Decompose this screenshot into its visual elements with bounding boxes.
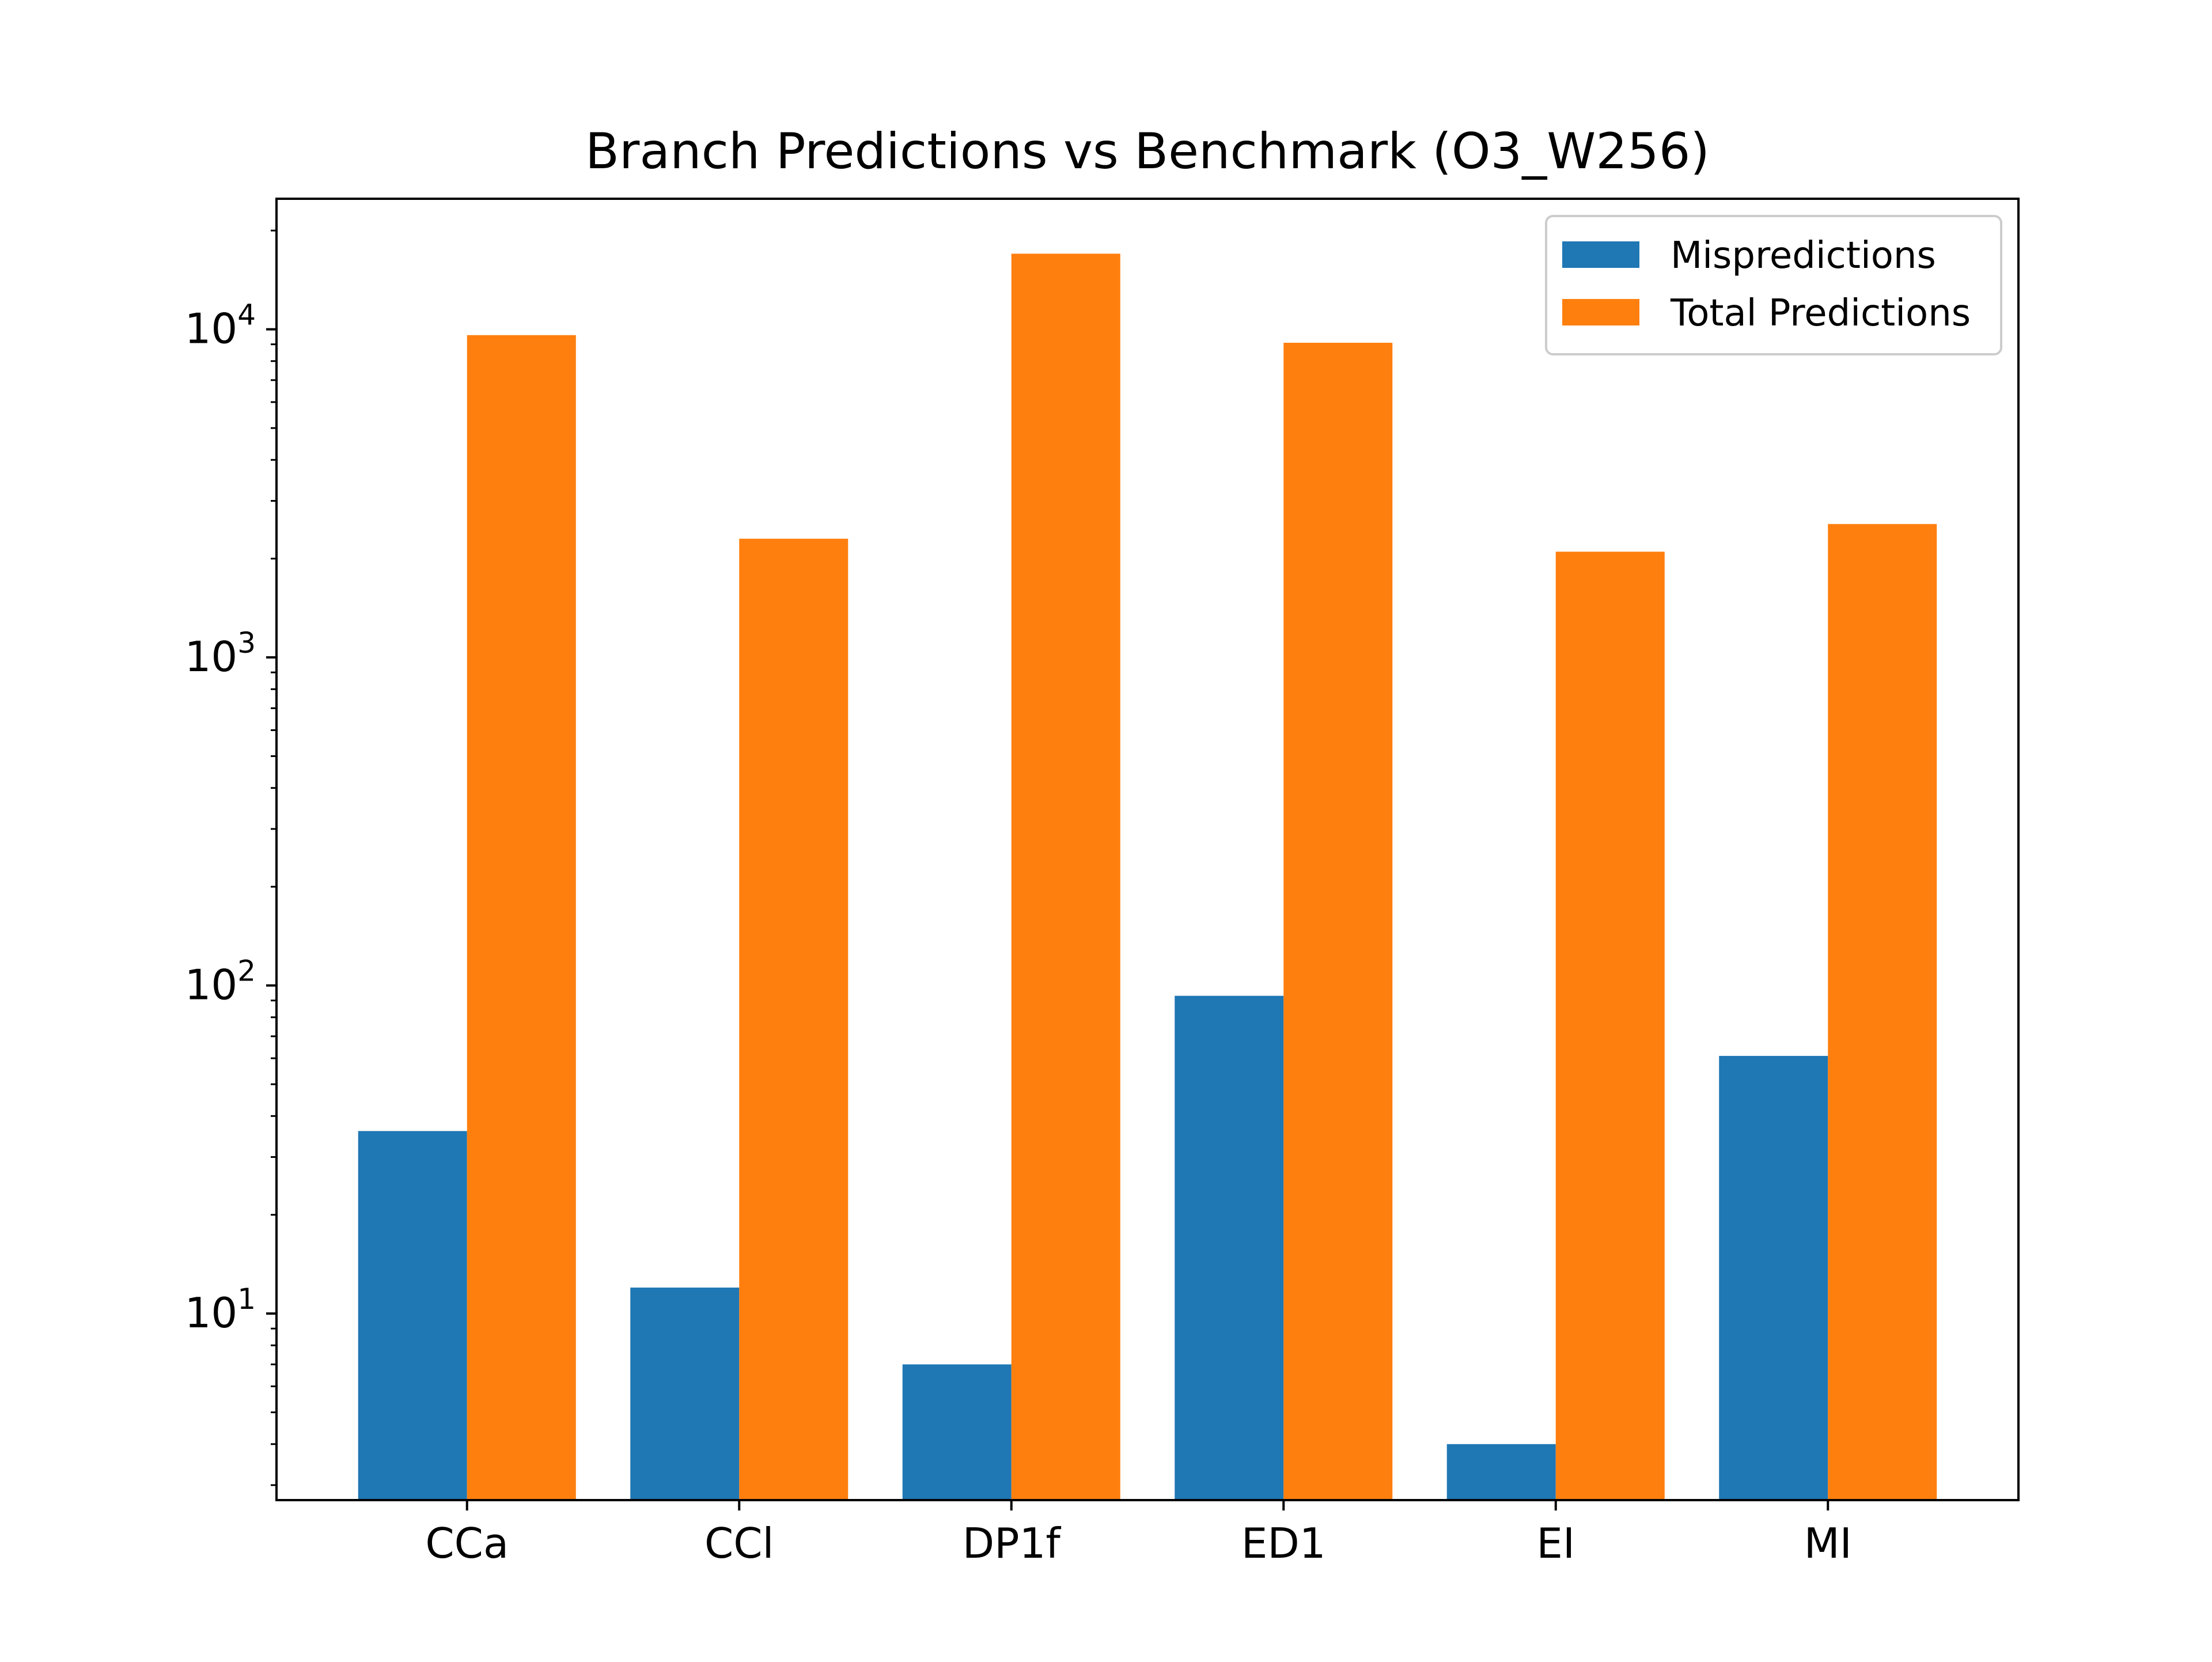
- chart-title: Branch Predictions vs Benchmark (O3_W256…: [585, 123, 1710, 180]
- legend-swatch: [1562, 241, 1639, 268]
- bar-total-predictions-ed1: [1283, 342, 1393, 1501]
- x-tick-label: DP1f: [963, 1519, 1062, 1568]
- bar-mispredictions-dp1f: [902, 1364, 1012, 1500]
- x-tick-label: ED1: [1241, 1519, 1326, 1568]
- bar-mispredictions-ei: [1446, 1444, 1556, 1500]
- bar-mispredictions-ccl: [630, 1288, 740, 1500]
- x-tick-label: MI: [1804, 1519, 1852, 1568]
- y-tick-label: 104: [185, 298, 256, 353]
- legend-label: Mispredictions: [1671, 234, 1936, 277]
- x-tick-label: CCl: [704, 1519, 774, 1568]
- bar-mispredictions-ed1: [1175, 995, 1284, 1500]
- y-tick-label: 102: [185, 955, 256, 1009]
- bar-total-predictions-cca: [467, 335, 576, 1500]
- legend-swatch: [1562, 299, 1639, 325]
- bar-mispredictions-cca: [358, 1131, 467, 1500]
- y-tick-label: 101: [185, 1282, 256, 1337]
- bar-total-predictions-ccl: [739, 539, 849, 1500]
- bar-mispredictions-mi: [1719, 1055, 1828, 1500]
- x-tick-label: EI: [1536, 1519, 1575, 1568]
- bars-layer: [358, 253, 1937, 1501]
- bar-total-predictions-dp1f: [1011, 253, 1120, 1500]
- plot-frame: [275, 198, 2020, 1501]
- x-axis: CCa CCl DP1f ED1 EI MI: [425, 1500, 1852, 1568]
- legend-box: [1545, 215, 2002, 355]
- x-tick-label: CCa: [425, 1519, 509, 1568]
- bar-total-predictions-ei: [1555, 551, 1665, 1501]
- bar-total-predictions-mi: [1828, 524, 1937, 1501]
- y-axis: 101 102 103 104: [185, 229, 276, 1486]
- legend-label: Total Predictions: [1670, 292, 1971, 335]
- legend: Mispredictions Total Predictions: [1545, 215, 2002, 355]
- y-tick-label: 103: [185, 626, 256, 681]
